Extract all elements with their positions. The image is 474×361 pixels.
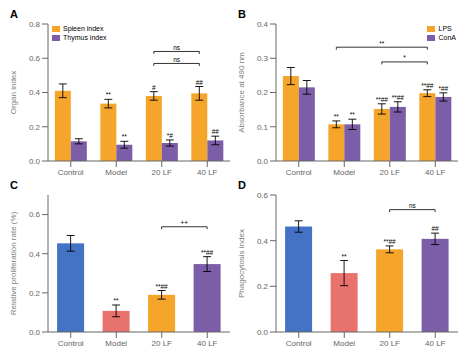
svg-text:0.6: 0.6 — [29, 210, 41, 219]
svg-text:Control: Control — [286, 339, 312, 348]
svg-text:40 LF: 40 LF — [425, 339, 446, 348]
svg-text:0.0: 0.0 — [257, 328, 269, 337]
svg-text:++: ++ — [181, 219, 189, 226]
svg-text:Model: Model — [105, 339, 127, 348]
svg-text:**##: **## — [421, 82, 434, 89]
svg-text:0.0: 0.0 — [257, 157, 269, 166]
svg-text:0.4: 0.4 — [257, 20, 269, 29]
html-text:D: D — [238, 179, 246, 191]
svg-text:**##: **## — [383, 238, 396, 245]
svg-text:**##: **## — [201, 249, 214, 256]
html-text:B: B — [238, 8, 246, 20]
svg-text:**: ** — [342, 253, 348, 260]
html-text:Spleen index: Spleen index — [63, 25, 104, 32]
svg-text:**##: **## — [155, 283, 168, 290]
svg-text:**: ** — [379, 40, 385, 47]
svg-text:0.6: 0.6 — [29, 54, 41, 63]
svg-text:Control: Control — [286, 168, 312, 177]
svg-text:Relative proliferation rate (%: Relative proliferation rate (%) — [9, 211, 18, 315]
svg-text:**: ** — [114, 297, 120, 304]
svg-text:**##: **## — [392, 94, 405, 101]
svg-text:##: ## — [212, 128, 220, 135]
svg-text:0.4: 0.4 — [29, 88, 41, 97]
svg-text:40 LF: 40 LF — [197, 168, 218, 177]
html-text:A: A — [10, 8, 18, 20]
svg-text:Control: Control — [58, 339, 84, 348]
svg-text:20 LF: 20 LF — [380, 339, 401, 348]
html-text:Thymus index: Thymus index — [63, 34, 107, 41]
svg-text:20 LF: 20 LF — [152, 168, 173, 177]
svg-text:*##: *## — [438, 85, 448, 92]
svg-text:20 LF: 20 LF — [152, 339, 173, 348]
svg-text:0.8: 0.8 — [29, 20, 41, 29]
svg-text:**: ** — [106, 91, 112, 98]
html-text:ConA: ConA — [438, 34, 456, 41]
svg-text:0.4: 0.4 — [29, 250, 41, 259]
svg-text:**: ** — [334, 113, 340, 120]
svg-text:*#: *# — [167, 132, 174, 139]
html-text:C: C — [10, 179, 18, 191]
svg-text:40 LF: 40 LF — [197, 339, 218, 348]
svg-text:0.6: 0.6 — [257, 191, 269, 200]
svg-text:0.2: 0.2 — [257, 88, 269, 97]
svg-text:20 LF: 20 LF — [380, 168, 401, 177]
svg-text:0.0: 0.0 — [29, 328, 41, 337]
svg-text:*: * — [403, 54, 406, 61]
svg-text:0.4: 0.4 — [257, 237, 269, 246]
svg-text:##: ## — [196, 79, 204, 86]
svg-text:Model: Model — [333, 168, 355, 177]
svg-text:0.3: 0.3 — [257, 54, 269, 63]
svg-text:ns: ns — [409, 202, 417, 209]
html-text:LPS: LPS — [438, 25, 452, 32]
svg-text:Control: Control — [58, 168, 84, 177]
svg-text:**##: **## — [376, 96, 389, 103]
svg-text:40 LF: 40 LF — [425, 168, 446, 177]
svg-text:0.2: 0.2 — [29, 289, 41, 298]
svg-text:Phagocytosis index: Phagocytosis index — [237, 229, 246, 298]
svg-text:Absorbance at 490 nm: Absorbance at 490 nm — [237, 52, 246, 133]
svg-text:0.2: 0.2 — [257, 282, 269, 291]
svg-text:Organ index: Organ index — [9, 71, 18, 115]
svg-text:**: ** — [350, 111, 356, 118]
svg-text:Model: Model — [105, 168, 127, 177]
svg-text:**: ** — [122, 133, 128, 140]
svg-text:#: # — [152, 84, 156, 91]
svg-text:0.0: 0.0 — [29, 157, 41, 166]
svg-text:ns: ns — [173, 56, 181, 63]
svg-text:0.1: 0.1 — [257, 123, 269, 132]
svg-text:Model: Model — [333, 339, 355, 348]
svg-text:0.2: 0.2 — [29, 123, 41, 132]
svg-text:##: ## — [431, 225, 439, 232]
svg-text:ns: ns — [173, 44, 181, 51]
